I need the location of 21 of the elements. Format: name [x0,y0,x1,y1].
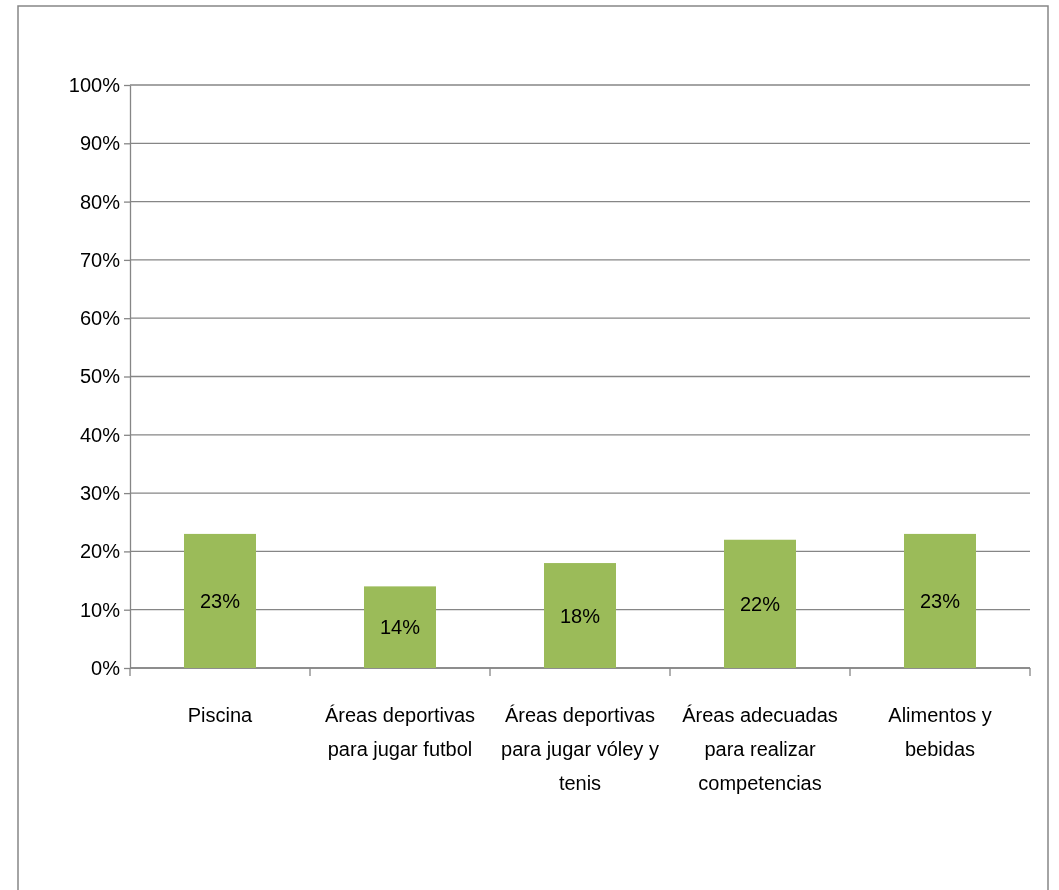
x-tick-label: Áreas adecuadas para realizar competencias [682,704,838,794]
x-tick-label: Piscina [187,704,254,726]
data-label: 14% [379,616,421,639]
data-label: 23% [199,589,241,612]
y-tick-label: 50% [79,365,121,388]
x-tick-label: Áreas deportivas para jugar vóley y tenis [501,704,659,794]
y-tick-label: 40% [79,423,121,446]
data-label: 18% [559,604,601,627]
x-tick-label: Alimentos y bebidas [888,704,992,760]
y-tick-label: 80% [79,190,121,213]
y-tick-label: 100% [68,73,121,96]
x-tick-label: Áreas deportivas para jugar futbol [324,704,476,760]
y-tick-label: 90% [79,132,121,155]
data-label: 22% [739,592,781,615]
y-tick-label: 10% [79,598,121,621]
y-tick-label: 70% [79,248,121,271]
y-tick-label: 20% [79,540,121,563]
y-tick-label: 0% [91,656,121,679]
y-tick-label: 60% [79,307,121,330]
data-label: 23% [919,589,961,612]
y-tick-label: 30% [79,482,121,504]
